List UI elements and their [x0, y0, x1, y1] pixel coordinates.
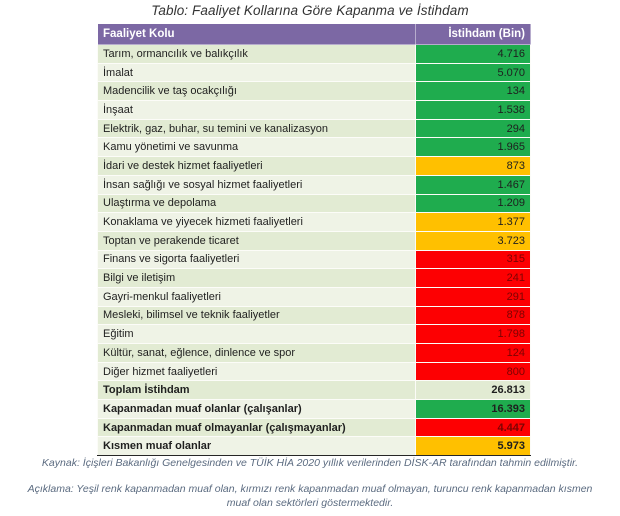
- table-row: Konaklama ve yiyecek hizmeti faaliyetler…: [97, 212, 531, 232]
- value-cell: 800: [415, 361, 531, 382]
- table-row: İnşaat 1.538: [97, 100, 531, 120]
- activity-cell: Eğitim: [97, 324, 416, 344]
- value-cell: 1.798: [415, 324, 531, 344]
- table-row: Mesleki, bilimsel ve teknik faaliyetler 8…: [97, 305, 531, 326]
- activity-cell: İnsan sağlığı ve sosyal hizmet faaliyetl…: [97, 174, 416, 195]
- activity-cell: Toptan ve perakende ticaret: [97, 230, 416, 251]
- table-row: Gayri-menkul faaliyetleri 291: [97, 286, 531, 307]
- value-cell: 26.813: [415, 380, 531, 401]
- value-cell: 1.209: [415, 193, 531, 214]
- value-cell: 124: [415, 343, 531, 363]
- table-row: Tarım, ormancılık ve balıkçılık 4.716: [97, 44, 531, 64]
- activity-cell: Konaklama ve yiyecek hizmeti faaliyetler…: [97, 212, 416, 232]
- value-cell: 1.467: [415, 174, 531, 195]
- activity-cell: Kamu yönetimi ve savunma: [97, 137, 416, 158]
- table-row: Kapanmadan muaf olmayanlar (çalışmayanla…: [97, 417, 531, 438]
- table-row: Toplam İstihdam 26.813: [97, 380, 531, 401]
- table-row: Madencilik ve taş ocakçılığı 134: [97, 81, 531, 102]
- source-note: Kaynak: İçişleri Bakanlığı Genelgesinden…: [41, 457, 579, 469]
- value-cell: 315: [415, 249, 531, 270]
- activity-cell: Diğer hizmet faaliyetleri: [97, 361, 416, 382]
- table-row: İdari ve destek hizmet faaliyetleri 873: [97, 156, 531, 176]
- activity-cell: Ulaştırma ve depolama: [97, 193, 416, 214]
- activity-cell: Kapanmadan muaf olanlar (çalışanlar): [97, 399, 416, 419]
- header-employment-column: İstihdam (Bin): [415, 23, 531, 45]
- employment-table: Faaliyet Kolu İstihdam (Bin) Tarım, orma…: [97, 23, 531, 457]
- header-row: Faaliyet Kolu İstihdam (Bin): [97, 23, 531, 45]
- explanation-note: Açıklama: Yeşil renk kapanmadan muaf ola…: [27, 483, 593, 509]
- value-cell: 294: [415, 118, 531, 139]
- table-row: Kısmen muaf olanlar 5.973: [97, 436, 531, 457]
- header-activity-column: Faaliyet Kolu: [97, 23, 416, 45]
- value-cell: 241: [415, 268, 531, 288]
- value-cell: 1.377: [415, 212, 531, 232]
- value-cell: 5.070: [415, 62, 531, 83]
- activity-cell: Bilgi ve iletişim: [97, 268, 416, 288]
- table-title: Tablo: Faaliyet Kollarına Göre Kapanma v…: [151, 3, 469, 18]
- value-cell: 291: [415, 286, 531, 307]
- value-cell: 1.965: [415, 137, 531, 158]
- table-row: Kamu yönetimi ve savunma 1.965: [97, 137, 531, 158]
- value-cell: 16.393: [415, 399, 531, 419]
- table-row: Ulaştırma ve depolama 1.209: [97, 193, 531, 214]
- activity-cell: Tarım, ormancılık ve balıkçılık: [97, 44, 416, 64]
- value-cell: 4.447: [415, 417, 531, 438]
- activity-cell: Kapanmadan muaf olmayanlar (çalışmayanla…: [97, 417, 416, 438]
- table-row: Bilgi ve iletişim 241: [97, 268, 531, 288]
- value-cell: 873: [415, 156, 531, 176]
- activity-cell: Mesleki, bilimsel ve teknik faaliyetler: [97, 305, 416, 326]
- value-cell: 1.538: [415, 100, 531, 120]
- table-row: İnsan sağlığı ve sosyal hizmet faaliyetl…: [97, 174, 531, 195]
- activity-cell: Toplam İstihdam: [97, 380, 416, 401]
- value-cell: 5.973: [415, 436, 531, 457]
- table-row: Diğer hizmet faaliyetleri 800: [97, 361, 531, 382]
- value-cell: 4.716: [415, 44, 531, 64]
- table-row: Toptan ve perakende ticaret 3.723: [97, 230, 531, 251]
- activity-cell: İmalat: [97, 62, 416, 83]
- value-cell: 3.723: [415, 230, 531, 251]
- table-row: Kapanmadan muaf olanlar (çalışanlar) 16.3…: [97, 399, 531, 419]
- table-row: Eğitim 1.798: [97, 324, 531, 344]
- table-row: Kültür, sanat, eğlence, dinlence ve spor…: [97, 343, 531, 363]
- activity-cell: Gayri-menkul faaliyetleri: [97, 286, 416, 307]
- value-cell: 134: [415, 81, 531, 102]
- activity-cell: Madencilik ve taş ocakçılığı: [97, 81, 416, 102]
- table-row: Elektrik, gaz, buhar, su temini ve kanal…: [97, 118, 531, 139]
- value-cell: 878: [415, 305, 531, 326]
- table-row: İmalat 5.070: [97, 62, 531, 83]
- activity-cell: Finans ve sigorta faaliyetleri: [97, 249, 416, 270]
- activity-cell: İdari ve destek hizmet faaliyetleri: [97, 156, 416, 176]
- activity-cell: Elektrik, gaz, buhar, su temini ve kanal…: [97, 118, 416, 139]
- table-row: Finans ve sigorta faaliyetleri 315: [97, 249, 531, 270]
- activity-cell: Kültür, sanat, eğlence, dinlence ve spor: [97, 343, 416, 363]
- activity-cell: Kısmen muaf olanlar: [97, 436, 416, 457]
- activity-cell: İnşaat: [97, 100, 416, 120]
